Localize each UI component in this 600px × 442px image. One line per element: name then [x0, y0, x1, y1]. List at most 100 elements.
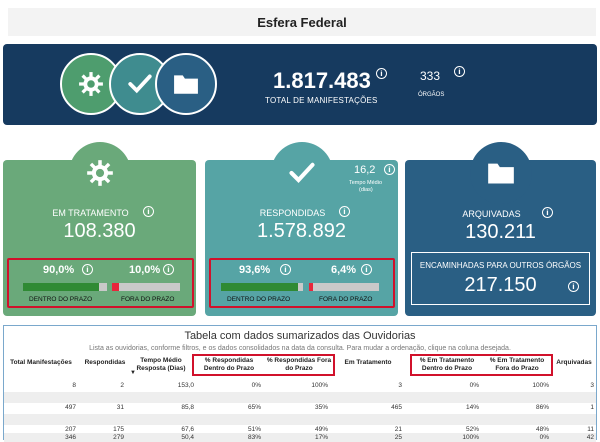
info-icon[interactable]: i — [339, 206, 350, 217]
cell-resp-dentro: 0% — [251, 382, 261, 389]
col-trat-fora-prazo[interactable]: % Em Tratamento Fora do Prazo — [489, 357, 545, 373]
em-tratamento-tab — [69, 142, 131, 204]
info-icon[interactable]: i — [361, 264, 372, 275]
cell-trat-fora: 48% — [535, 426, 549, 433]
col-resp-fora-prazo[interactable]: % Respondidas Fora do Prazo — [266, 357, 332, 373]
table-row[interactable]: 8 2 153,0 0% 100% 3 0% 100% 3 — [4, 381, 596, 392]
table-row[interactable]: 346 279 50,4 83% 17% 25 100% 0% 42 — [4, 433, 596, 442]
info-icon[interactable]: i — [568, 281, 579, 292]
encaminhadas-value: 217.150 — [464, 274, 537, 296]
arquivadas-label: ARQUIVADAS — [462, 209, 521, 219]
cell-resp-fora: 35% — [314, 404, 328, 411]
check-icon — [128, 74, 152, 94]
cell-total: 207 — [65, 426, 76, 433]
encaminhadas-label: ENCAMINHADAS PARA OUTROS ÓRGÃOS — [419, 261, 582, 270]
respondidas-value: 1.578.892 — [257, 220, 346, 242]
em-tratamento-card: EM TRATAMENTO i 108.380 90,0% i 10,0% i … — [3, 142, 196, 316]
cell-tempo: 153,0 — [177, 382, 194, 389]
respondidas-prazo-box: 93,6% i 6,4% i DENTRO DO PRAZO FORA DO P… — [209, 258, 395, 308]
tempo-medio-unit: (dias) — [359, 187, 373, 193]
respondidas-label: RESPONDIDAS — [259, 208, 326, 218]
tempo-medio-label: Tempo Médio — [349, 180, 383, 186]
table-row[interactable] — [4, 392, 596, 403]
orgaos-label: ÓRGÃOS — [418, 92, 445, 98]
cell-tempo: 85,8 — [181, 404, 194, 411]
folder-icon — [488, 163, 514, 184]
em-tratamento-label: EM TRATAMENTO — [52, 208, 129, 218]
respondidas-dentro-bar-fill — [221, 283, 298, 291]
info-icon[interactable]: i — [542, 207, 553, 218]
cell-arquivadas: 11 — [587, 426, 594, 433]
cell-total: 497 — [65, 404, 76, 411]
cell-resp-fora: 100% — [311, 382, 328, 389]
table-row[interactable]: 497 31 85,8 65% 35% 465 14% 86% 1 — [4, 403, 596, 414]
em-tratamento-fora-bar — [112, 283, 180, 291]
cell-resp-fora: 17% — [314, 434, 328, 441]
cell-tratamento: 21 — [394, 426, 402, 433]
em-tratamento-dentro-label: DENTRO DO PRAZO — [29, 296, 93, 303]
arquivadas-tab — [470, 142, 532, 204]
table-row[interactable] — [4, 414, 596, 425]
col-tempo-medio[interactable]: Tempo Médio Resposta (Dias) — [136, 357, 186, 373]
tempo-medio-value: 16,2 — [354, 164, 376, 176]
em-tratamento-prazo-box: 90,0% i 10,0% i DENTRO DO PRAZO FORA DO … — [7, 258, 194, 308]
respondidas-prazo-highlight — [192, 354, 335, 376]
ouvidorias-table: Tabela com dados sumarizados das Ouvidor… — [3, 325, 597, 442]
respondidas-fora-pct: 6,4% — [331, 264, 357, 276]
cell-tempo: 67,6 — [181, 426, 194, 433]
col-respondidas[interactable]: Respondidas — [84, 359, 126, 366]
info-icon[interactable]: i — [376, 68, 387, 79]
cell-trat-dentro: 14% — [465, 404, 479, 411]
info-icon[interactable]: i — [82, 264, 93, 275]
cell-respondidas: 31 — [116, 404, 124, 411]
em-tratamento-value: 108.380 — [63, 220, 136, 242]
em-tratamento-dentro-pct: 90,0% — [43, 264, 75, 276]
col-total-manifestacoes[interactable]: Total Manifestações — [10, 359, 72, 366]
cell-resp-dentro: 65% — [247, 404, 261, 411]
cell-resp-dentro: 83% — [247, 434, 261, 441]
folder-icon-circle — [155, 53, 217, 115]
gear-icon — [79, 72, 103, 96]
col-resp-dentro-prazo[interactable]: % Respondidas Dentro do Prazo — [203, 357, 255, 373]
total-manifestacoes-label: TOTAL DE MANIFESTAÇÕES — [265, 96, 378, 105]
respondidas-fora-label: FORA DO PRAZO — [319, 296, 373, 303]
info-icon[interactable]: i — [454, 66, 465, 77]
cell-trat-dentro: 52% — [465, 426, 479, 433]
cell-trat-fora: 0% — [539, 434, 549, 441]
info-icon[interactable]: i — [384, 164, 395, 175]
cell-tempo: 50,4 — [181, 434, 194, 441]
arquivadas-card: ARQUIVADAS i 130.211 ENCAMINHADAS PARA O… — [405, 142, 596, 316]
table-title: Tabela com dados sumarizados das Ouvidor… — [184, 330, 416, 342]
cell-trat-dentro: 100% — [462, 434, 479, 441]
cell-tratamento: 25 — [394, 434, 402, 441]
orgaos-value: 333 — [420, 69, 441, 83]
respondidas-tab — [271, 142, 333, 204]
check-icon — [289, 162, 315, 183]
table-row[interactable]: 207 175 67,6 51% 49% 21 52% 48% 11 — [4, 425, 596, 436]
em-tratamento-fora-label: FORA DO PRAZO — [121, 296, 175, 303]
cell-arquivadas: 42 — [586, 434, 594, 441]
cell-arquivadas: 3 — [590, 382, 594, 389]
cell-total: 346 — [65, 434, 76, 441]
respondidas-fora-bar — [309, 283, 379, 291]
sort-arrow-icon[interactable]: ▼ — [130, 370, 136, 376]
col-em-tratamento[interactable]: Em Tratamento — [344, 359, 392, 366]
info-icon[interactable]: i — [143, 206, 154, 217]
info-icon[interactable]: i — [163, 264, 174, 275]
summary-banner: 1.817.483 i TOTAL DE MANIFESTAÇÕES 333 i… — [3, 44, 597, 125]
respondidas-dentro-bar — [221, 283, 303, 291]
respondidas-dentro-label: DENTRO DO PRAZO — [227, 296, 291, 303]
cell-resp-fora: 49% — [314, 426, 328, 433]
col-trat-dentro-prazo[interactable]: % Em Tratamento Dentro do Prazo — [419, 357, 475, 373]
page-title: Esfera Federal — [8, 8, 596, 36]
tratamento-prazo-highlight — [410, 354, 553, 376]
info-icon[interactable]: i — [280, 264, 291, 275]
encaminhadas-box: ENCAMINHADAS PARA OUTROS ÓRGÃOS 217.150 … — [411, 252, 590, 305]
cell-trat-fora: 100% — [532, 382, 549, 389]
cell-arquivadas: 1 — [590, 404, 594, 411]
em-tratamento-dentro-bar-fill — [23, 283, 99, 291]
cell-trat-fora: 86% — [535, 404, 549, 411]
cell-total: 8 — [72, 382, 76, 389]
gear-icon — [87, 160, 113, 186]
col-arquivadas[interactable]: Arquivadas — [556, 359, 592, 366]
